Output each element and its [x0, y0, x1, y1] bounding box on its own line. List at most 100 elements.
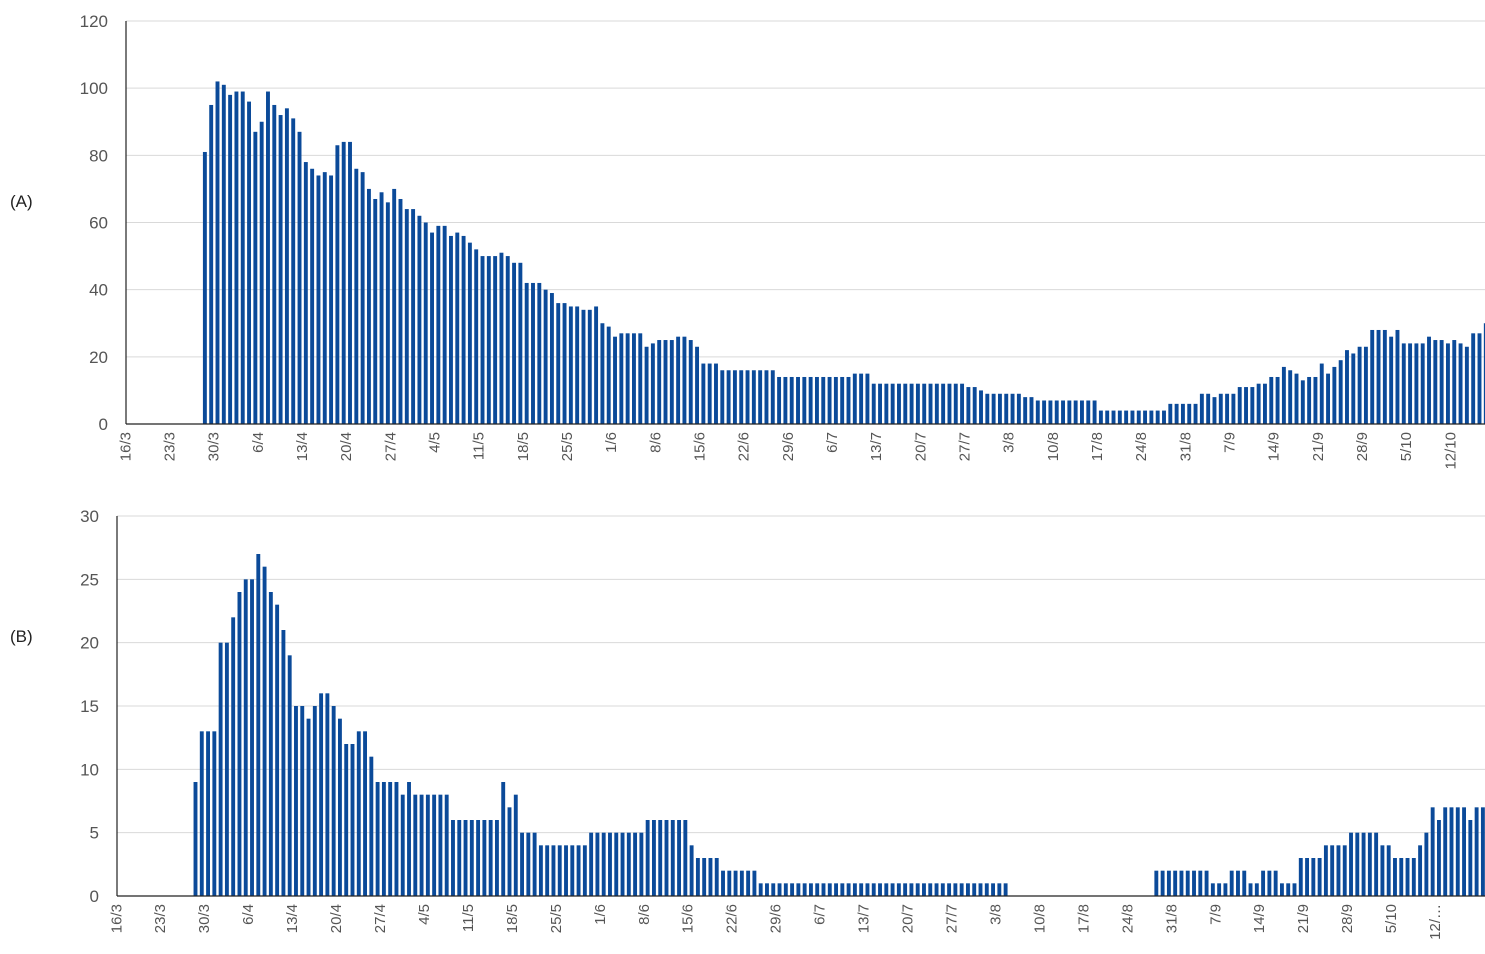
- bar: [430, 232, 434, 424]
- bar: [846, 376, 851, 424]
- bar: [444, 794, 449, 896]
- bar: [381, 782, 386, 896]
- bar: [600, 323, 605, 424]
- bar: [683, 820, 688, 896]
- x-tick-label: 5/10: [1398, 432, 1415, 461]
- bar: [991, 883, 995, 896]
- bar: [501, 782, 506, 896]
- bar: [764, 370, 769, 424]
- x-tick-label: 17/8: [1075, 904, 1092, 933]
- bar: [695, 858, 700, 896]
- bar: [727, 870, 732, 896]
- bar: [278, 115, 283, 424]
- bar: [732, 370, 737, 424]
- bar: [1155, 410, 1160, 424]
- bar: [1313, 376, 1318, 424]
- bar: [303, 162, 308, 425]
- x-tick-label: 25/5: [559, 432, 576, 461]
- bar: [354, 168, 359, 424]
- bar: [714, 858, 719, 896]
- bar: [212, 731, 217, 896]
- bar: [594, 306, 599, 424]
- bar: [247, 101, 251, 424]
- bar: [231, 617, 236, 896]
- bar: [601, 832, 606, 896]
- bar: [1143, 410, 1148, 424]
- bar: [1054, 400, 1059, 424]
- bar: [259, 121, 264, 424]
- bar: [1414, 343, 1419, 424]
- bar: [373, 198, 378, 424]
- bar: [568, 306, 573, 424]
- x-tick-label: 3/8: [987, 904, 1004, 925]
- bar: [1192, 870, 1196, 896]
- bar: [316, 175, 321, 424]
- bar: [1098, 410, 1103, 424]
- bar: [1433, 340, 1438, 424]
- bar: [272, 104, 277, 425]
- bar: [1154, 870, 1159, 896]
- bar: [1380, 845, 1385, 896]
- bar: [1263, 383, 1267, 424]
- bar: [758, 883, 763, 896]
- bar: [1286, 883, 1291, 896]
- bar: [1042, 400, 1047, 424]
- bar: [1374, 832, 1379, 896]
- bar: [1244, 387, 1248, 424]
- bar: [312, 706, 317, 896]
- bar: [953, 883, 958, 896]
- x-tick-label: 31/8: [1177, 432, 1194, 461]
- bar: [442, 225, 447, 424]
- bar: [915, 883, 920, 896]
- x-tick-label: 14/9: [1251, 904, 1268, 933]
- bar: [922, 383, 927, 424]
- bar: [451, 820, 455, 896]
- bar: [379, 192, 384, 424]
- bar: [392, 188, 397, 424]
- bar: [1332, 366, 1337, 424]
- bar: [1166, 870, 1171, 896]
- bar: [1361, 832, 1366, 896]
- bar: [1187, 403, 1192, 424]
- bar: [928, 383, 933, 424]
- x-tick-label: 10/8: [1045, 432, 1062, 461]
- x-tick-label: 11/5: [460, 904, 477, 932]
- bar: [852, 373, 857, 425]
- bar: [720, 370, 725, 424]
- bar: [356, 731, 361, 896]
- bar: [1199, 393, 1204, 424]
- x-tick-label: 11/5: [471, 432, 488, 460]
- bar: [499, 252, 504, 424]
- bar: [859, 883, 864, 896]
- bar: [202, 151, 207, 424]
- bar: [771, 883, 776, 896]
- bar: [959, 883, 964, 896]
- bar: [721, 870, 725, 896]
- bar: [777, 883, 782, 896]
- bar: [545, 845, 550, 896]
- bar: [1136, 410, 1141, 424]
- bar: [1345, 350, 1349, 424]
- bar: [394, 782, 399, 896]
- bar: [589, 832, 594, 896]
- bar: [436, 225, 441, 424]
- bar: [1298, 858, 1303, 896]
- bar: [417, 215, 422, 424]
- bar: [581, 309, 586, 424]
- bar: [827, 883, 832, 896]
- bar: [701, 363, 706, 424]
- bar: [407, 782, 411, 896]
- bar: [669, 340, 674, 424]
- x-tick-label: 3/8: [1001, 432, 1018, 453]
- bar: [1124, 410, 1129, 424]
- bar: [253, 131, 258, 424]
- bar: [1386, 845, 1391, 896]
- bar: [633, 832, 638, 896]
- bar: [840, 883, 845, 896]
- x-tick-label: 27/7: [956, 432, 973, 461]
- x-tick-label: 25/5: [548, 904, 565, 933]
- bar: [1185, 870, 1190, 896]
- bar: [1223, 883, 1228, 896]
- bar: [331, 706, 336, 896]
